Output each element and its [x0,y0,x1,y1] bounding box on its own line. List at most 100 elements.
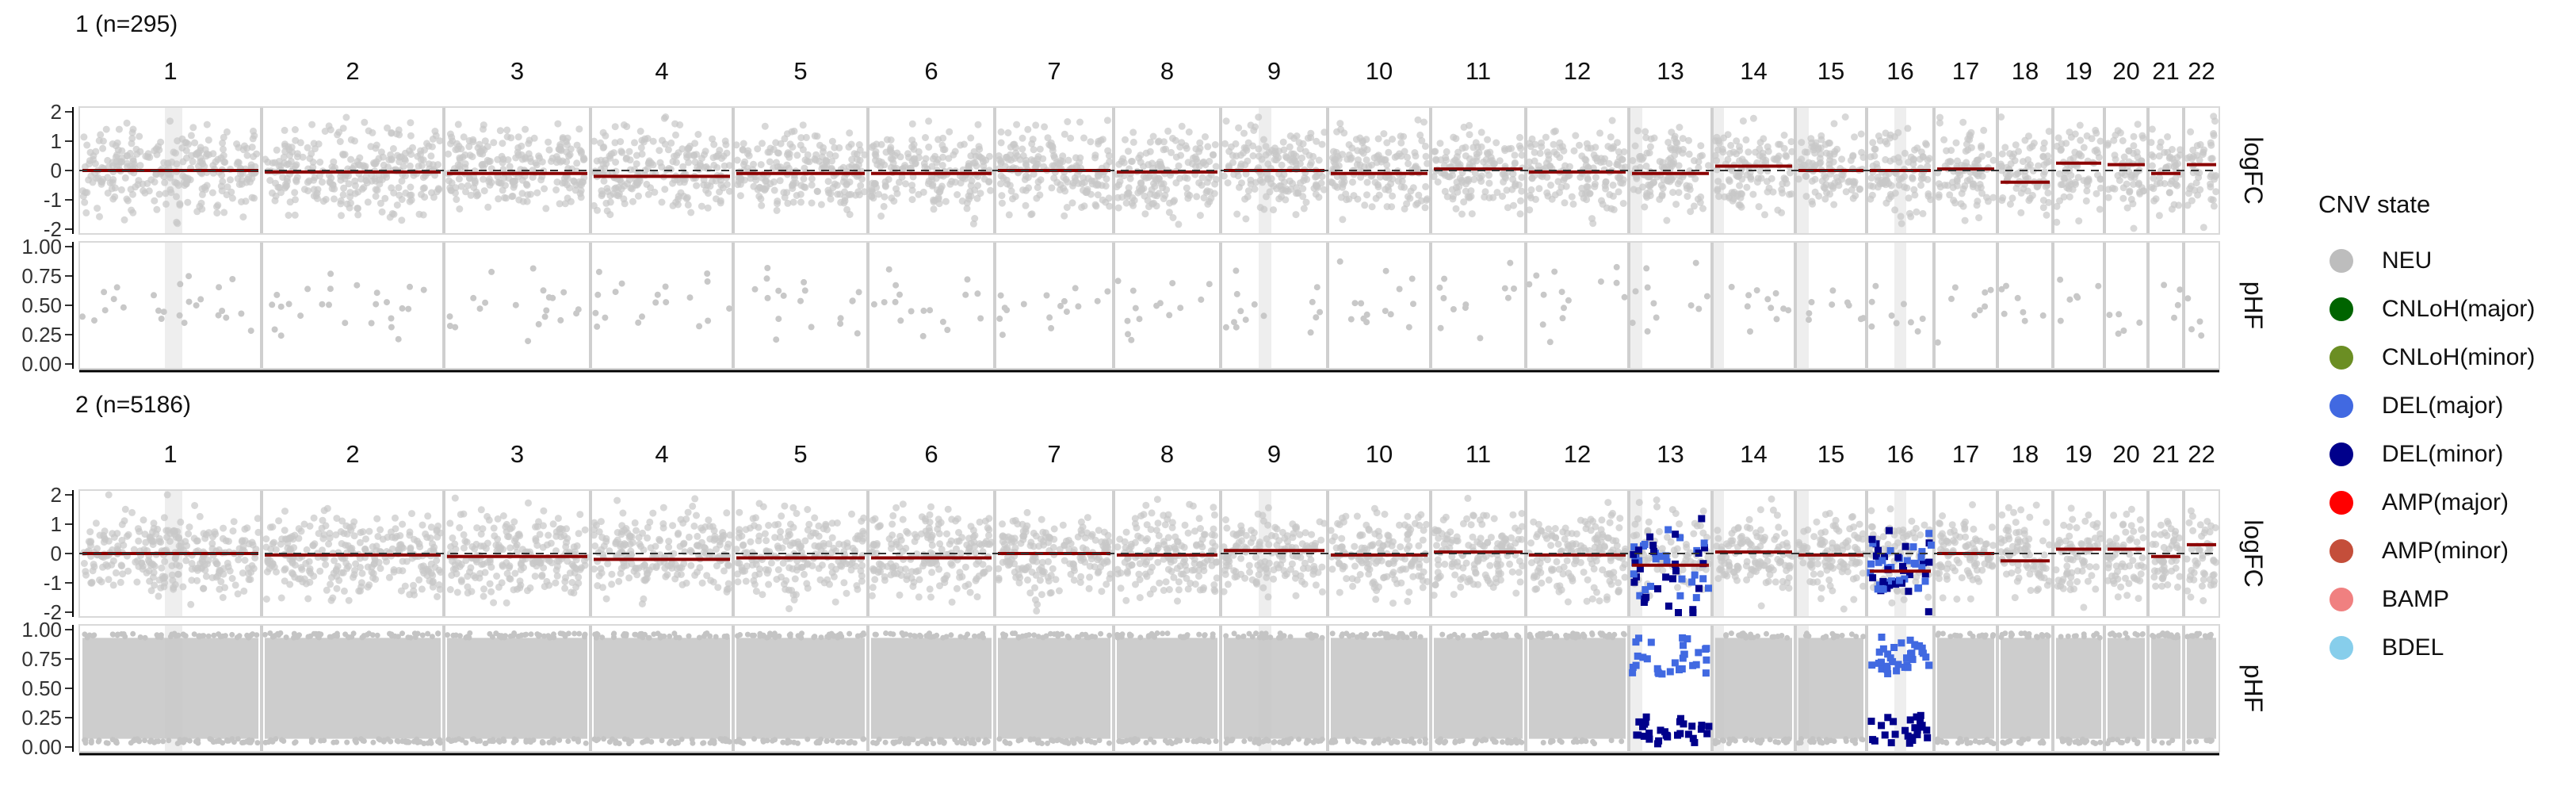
logfc-point [2017,209,2025,216]
logfc-point [2093,190,2100,197]
phf-point [399,305,406,312]
logfc-point [1169,214,1177,221]
logfc-point [345,180,353,188]
excluded-band [1629,242,1642,369]
logfc-point [1286,143,1294,151]
logfc-point [736,508,743,516]
logfc-point [1397,183,1405,191]
logfc-point [335,577,343,584]
logfc-point [1062,175,1070,183]
logfc-point [162,200,170,208]
logfc-point [1148,159,1156,167]
logfc-point [2148,125,2156,133]
chromosome-label: 7 [1047,57,1061,85]
logfc-point [1142,174,1150,182]
logfc-point [1282,185,1290,193]
phf-point [1785,307,1792,314]
logfc-point [1761,211,1768,219]
logfc-point [201,566,209,574]
logfc-point [1361,201,1369,209]
logfc-point [1380,130,1388,138]
logfc-point [296,139,304,147]
logfc-point [460,133,468,141]
logfc-point [447,543,455,550]
logfc-point [2156,174,2164,182]
logfc-point [725,162,733,170]
logfc-point [604,560,612,568]
phf-point [920,307,927,314]
phf-point [2073,293,2080,300]
chromosome-label: 2 [346,440,359,468]
logfc-point [1202,133,1209,140]
logfc-point [694,532,701,540]
phf-point [977,315,984,322]
logfc-point [818,153,826,161]
logfc-point [224,559,231,567]
logfc-point [1749,114,1757,122]
cnv-plot: 1 (n=295)1 2 3 4 5 6 7 8 9 10 11 12 13 14 15 16 17 18 19 20… [21,11,2268,759]
logfc-point [1867,174,1875,182]
logfc-point [311,540,319,548]
track-label: logFC [2239,136,2268,204]
phf-point [1919,316,1926,322]
logfc-point [877,213,885,220]
logfc-point [1561,199,1569,207]
phf-point [1061,297,1068,305]
phf-point [775,316,782,323]
logfc-point [1658,190,1666,198]
phf-point [1437,324,1444,331]
phf-point [1136,316,1143,323]
logfc-point [1078,180,1086,188]
logfc-point [151,197,159,205]
logfc-point [761,530,769,538]
logfc-point [1163,186,1171,193]
phf-point [885,266,892,273]
logfc-point [1160,138,1168,146]
phf-point [939,318,946,325]
logfc-point [140,187,147,194]
logfc-point [97,131,105,139]
chromosome-label: 17 [1952,57,1979,85]
logfc-point [1517,197,1524,205]
phf-point [1124,317,1131,324]
y-tick-label: 0.25 [21,706,62,730]
logfc-point [2114,127,2122,135]
logfc-point [659,520,667,527]
logfc-point [2075,217,2083,225]
logfc-point [640,595,648,603]
phf-point [639,313,645,320]
logfc-point [121,505,129,513]
logfc-point [2067,133,2075,141]
logfc-points [2183,113,2220,232]
logfc-point [552,579,560,587]
logfc-point [1275,147,1282,155]
logfc-point [498,152,506,160]
phf-point [535,320,542,328]
logfc-point [159,573,166,580]
logfc-point [1831,179,1839,187]
logfc-point [554,120,562,128]
logfc-point [881,193,889,201]
chromosome-label: 3 [510,440,524,468]
logfc-point [185,530,193,538]
logfc-point [1286,132,1294,140]
chromosome-label: 5 [793,440,807,468]
logfc-point [167,189,175,197]
logfc-point [1244,187,1252,195]
logfc-point [2123,180,2131,188]
logfc-point [1363,156,1370,164]
logfc-point [719,529,727,536]
logfc-point [168,562,176,569]
logfc-point [81,198,89,206]
logfc-point [109,530,117,538]
logfc-point [773,159,780,167]
logfc-point [1176,143,1184,151]
logfc-point [754,145,762,153]
phf-point [897,317,904,324]
phf-point [1900,301,1907,308]
phf-point [1129,287,1137,294]
logfc-point [1183,184,1191,192]
logfc-point [545,531,552,539]
logfc-point [1138,186,1145,193]
logfc-point [1363,178,1371,186]
